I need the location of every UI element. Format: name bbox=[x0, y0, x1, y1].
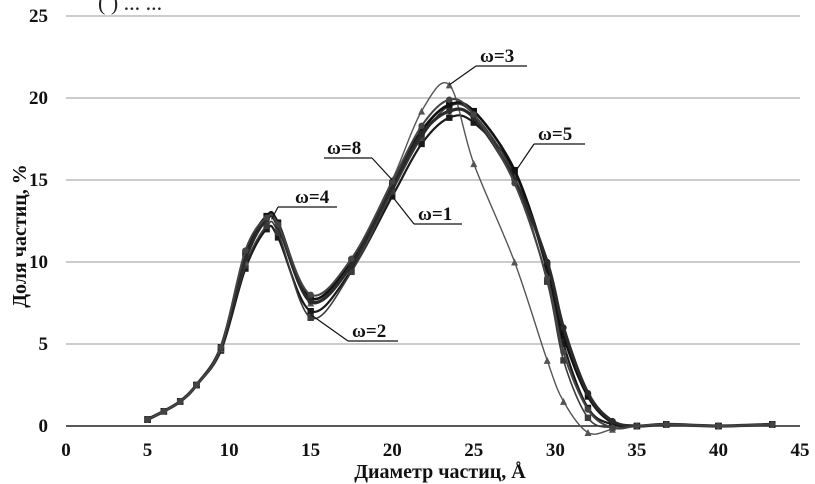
series-label: ω=4 bbox=[295, 187, 330, 208]
cut-off-header-text: ( ) ... ... bbox=[98, 0, 162, 15]
x-tick-label: 10 bbox=[220, 440, 239, 461]
series-line bbox=[148, 99, 773, 429]
data-point bbox=[242, 247, 248, 253]
data-point bbox=[263, 215, 269, 221]
data-point bbox=[544, 275, 550, 281]
data-point bbox=[544, 259, 550, 265]
data-point bbox=[585, 406, 591, 412]
y-axis-title: Доля частиц, % bbox=[9, 164, 31, 308]
grid bbox=[66, 16, 800, 344]
data-point bbox=[560, 398, 567, 405]
series-line bbox=[148, 83, 773, 434]
series-label-leader bbox=[513, 144, 534, 175]
x-tick-label: 20 bbox=[383, 440, 402, 461]
data-point bbox=[634, 423, 640, 429]
series-label-leader bbox=[311, 314, 348, 341]
data-point bbox=[307, 292, 313, 298]
x-tick-label: 0 bbox=[61, 440, 71, 461]
series-label: ω=3 bbox=[480, 46, 514, 67]
data-point bbox=[769, 421, 775, 427]
y-tick-label: 5 bbox=[39, 334, 49, 355]
x-tick-label: 25 bbox=[464, 440, 483, 461]
series-label-leader bbox=[392, 196, 414, 224]
y-tick-labels: 0 5 10 15 20 25 bbox=[29, 6, 48, 437]
series-label-leader bbox=[372, 158, 392, 180]
data-point bbox=[161, 408, 167, 414]
data-point bbox=[470, 160, 477, 167]
data-point bbox=[275, 221, 281, 227]
x-axis-title: Диаметр частиц, Å bbox=[354, 460, 526, 483]
x-tick-labels: 0 5 10 15 20 25 30 35 40 45 bbox=[61, 440, 809, 461]
data-point bbox=[418, 108, 425, 115]
x-tick-label: 45 bbox=[791, 440, 810, 461]
data-point bbox=[446, 108, 452, 114]
data-point bbox=[715, 423, 721, 429]
series-label: ω=1 bbox=[418, 204, 452, 225]
x-tick-label: 15 bbox=[301, 440, 320, 461]
data-point bbox=[144, 416, 150, 422]
data-point bbox=[418, 123, 424, 129]
data-point bbox=[418, 131, 424, 137]
series-label: ω=2 bbox=[352, 321, 386, 342]
data-point bbox=[585, 390, 591, 396]
series-label: ω=5 bbox=[538, 124, 572, 145]
y-tick-label: 20 bbox=[29, 88, 48, 109]
data-point bbox=[544, 357, 551, 364]
x-tick-label: 35 bbox=[627, 440, 646, 461]
data-point bbox=[471, 111, 477, 117]
data-point bbox=[177, 398, 183, 404]
series-label-leader bbox=[449, 66, 476, 85]
x-tick-label: 5 bbox=[143, 440, 153, 461]
y-tick-label: 25 bbox=[29, 6, 48, 27]
data-point bbox=[609, 418, 615, 424]
data-point bbox=[193, 382, 199, 388]
y-tick-label: 10 bbox=[29, 252, 48, 273]
data-point bbox=[307, 298, 313, 304]
data-point bbox=[348, 256, 354, 262]
data-point bbox=[585, 415, 591, 421]
data-point bbox=[560, 349, 566, 355]
data-point bbox=[511, 180, 517, 186]
data-point bbox=[446, 114, 452, 120]
series-lines bbox=[144, 81, 776, 436]
data-point bbox=[446, 96, 452, 102]
series-label: ω=8 bbox=[327, 138, 361, 159]
data-point bbox=[560, 324, 566, 330]
data-point bbox=[307, 308, 313, 314]
y-tick-label: 0 bbox=[39, 416, 49, 437]
y-tick-label: 15 bbox=[29, 170, 48, 191]
data-point bbox=[663, 421, 669, 427]
data-point bbox=[609, 424, 615, 430]
x-tick-label: 30 bbox=[546, 440, 565, 461]
x-tick-label: 40 bbox=[709, 440, 728, 461]
data-point bbox=[218, 344, 224, 350]
